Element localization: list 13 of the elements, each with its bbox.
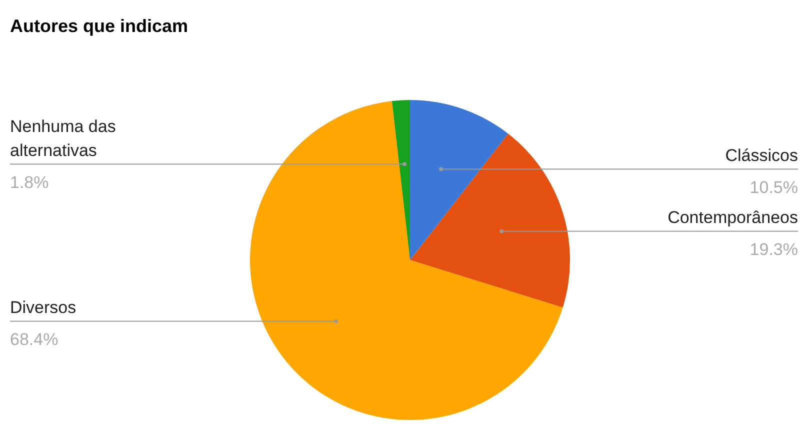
pie-slice <box>410 100 508 260</box>
data-label: 1.8% <box>10 173 49 192</box>
pie-slice <box>410 134 570 308</box>
chart-title: Autores que indicam <box>10 16 188 37</box>
data-label: 10.5% <box>750 178 798 198</box>
slice-label: Contemporâneos <box>668 208 798 228</box>
data-label: 19.3% <box>750 240 798 260</box>
slice-label: Nenhuma das alternativas <box>10 117 116 160</box>
slice-label: Diversos <box>10 298 76 318</box>
pie-slice <box>250 101 563 420</box>
pie-slice <box>392 100 410 260</box>
slice-label: Clássicos <box>725 146 798 166</box>
data-label: 68.4% <box>10 330 58 350</box>
